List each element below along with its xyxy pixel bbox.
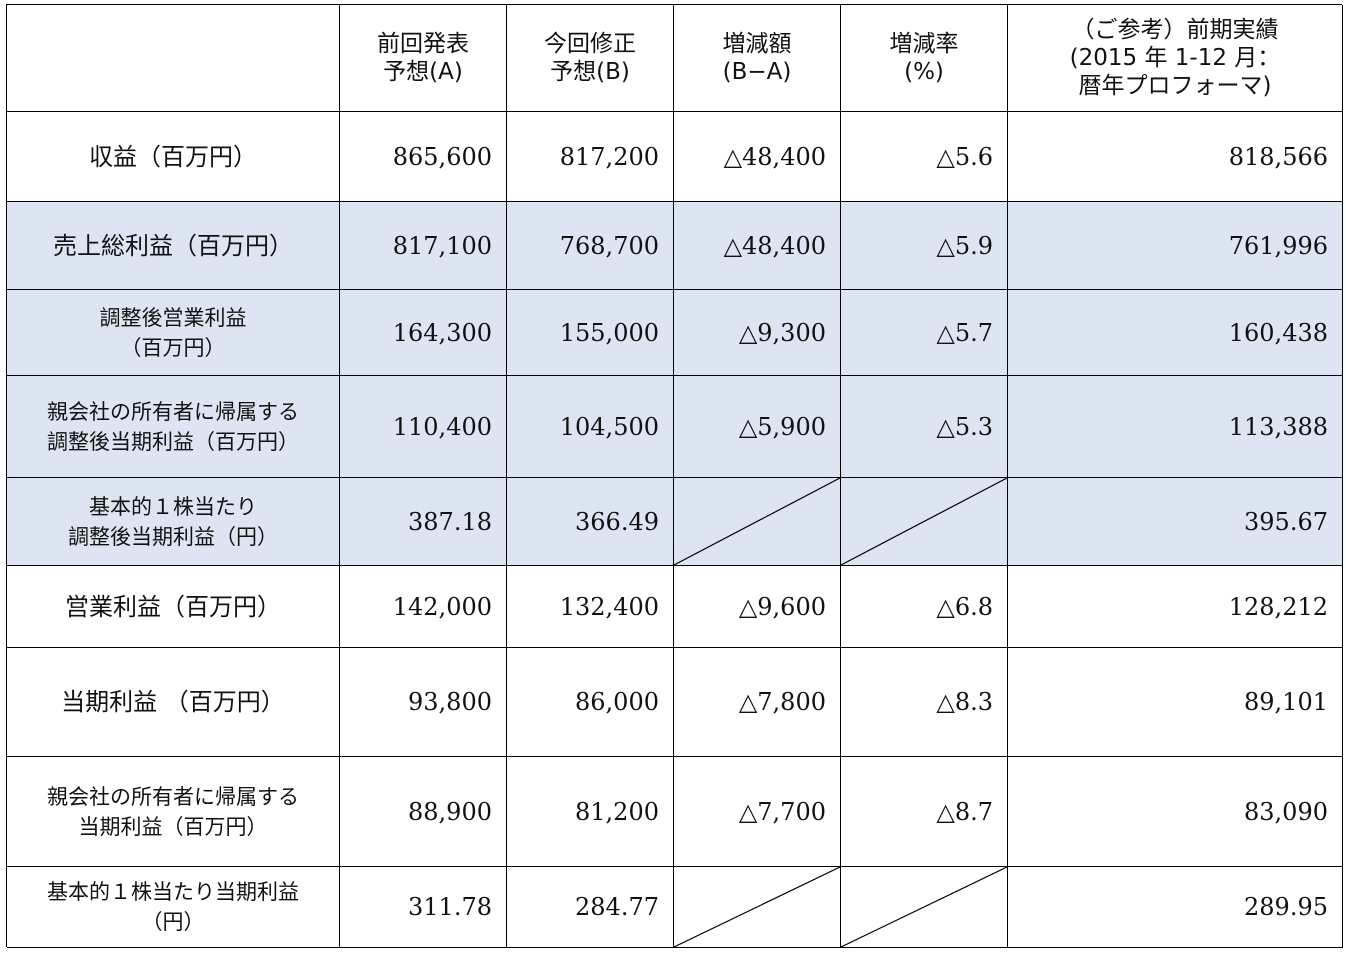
cell-revised: 366.49 <box>507 478 674 566</box>
cell-revised: 284.77 <box>507 867 674 948</box>
cell-revised: 132,400 <box>507 566 674 648</box>
cell-previous: 387.18 <box>340 478 507 566</box>
cell-rate: △5.6 <box>841 112 1008 202</box>
cell-prior: 128,212 <box>1008 566 1343 648</box>
cell-rate: △5.7 <box>841 290 1008 376</box>
cell-diff: △9,300 <box>674 290 841 376</box>
cell-diff: △7,700 <box>674 757 841 867</box>
header-previous-forecast: 前回発表 予想(A) <box>340 5 507 112</box>
cell-previous: 164,300 <box>340 290 507 376</box>
cell-revised: 768,700 <box>507 202 674 290</box>
cell-rate: △5.3 <box>841 376 1008 478</box>
cell-rate: △5.9 <box>841 202 1008 290</box>
diagonal-slash <box>674 867 840 947</box>
cell-prior: 289.95 <box>1008 867 1343 948</box>
cell-revised: 155,000 <box>507 290 674 376</box>
cell-rate: △8.3 <box>841 648 1008 757</box>
cell-rate-not-applicable <box>841 478 1008 566</box>
forecast-revision-table: 前回発表 予想(A) 今回修正 予想(B) 増減額 (B−A) 増減率 (%) … <box>6 4 1343 948</box>
cell-prior: 395.67 <box>1008 478 1343 566</box>
cell-prior: 160,438 <box>1008 290 1343 376</box>
cell-previous: 865,600 <box>340 112 507 202</box>
cell-diff: △7,800 <box>674 648 841 757</box>
cell-diff-not-applicable <box>674 478 841 566</box>
diagonal-slash <box>674 478 840 565</box>
cell-diff: △48,400 <box>674 202 841 290</box>
header-prior-year-actual: （ご参考）前期実績 (2015 年 1-12 月： 暦年プロフォーマ) <box>1008 5 1343 112</box>
cell-previous: 817,100 <box>340 202 507 290</box>
cell-previous: 88,900 <box>340 757 507 867</box>
header-change-amount: 増減額 (B−A) <box>674 5 841 112</box>
row-label-gross-profit: 売上総利益（百万円） <box>7 202 340 290</box>
cell-rate: △6.8 <box>841 566 1008 648</box>
cell-previous: 142,000 <box>340 566 507 648</box>
cell-prior: 761,996 <box>1008 202 1343 290</box>
cell-diff: △9,600 <box>674 566 841 648</box>
cell-revised: 86,000 <box>507 648 674 757</box>
cell-prior: 89,101 <box>1008 648 1343 757</box>
row-label-adjusted-eps: 基本的１株当たり 調整後当期利益（円） <box>7 478 340 566</box>
cell-diff: △5,900 <box>674 376 841 478</box>
cell-prior: 113,388 <box>1008 376 1343 478</box>
header-revised-forecast: 今回修正 予想(B) <box>507 5 674 112</box>
cell-rate: △8.7 <box>841 757 1008 867</box>
row-label-adjusted-operating-income: 調整後営業利益 （百万円） <box>7 290 340 376</box>
cell-diff: △48,400 <box>674 112 841 202</box>
row-label-operating-income: 営業利益（百万円） <box>7 566 340 648</box>
cell-revised: 81,200 <box>507 757 674 867</box>
header-change-rate: 増減率 (%) <box>841 5 1008 112</box>
cell-previous: 311.78 <box>340 867 507 948</box>
cell-rate-not-applicable <box>841 867 1008 948</box>
cell-revised: 817,200 <box>507 112 674 202</box>
diagonal-slash <box>841 867 1007 947</box>
row-label-eps: 基本的１株当たり当期利益 （円） <box>7 867 340 948</box>
row-label-net-income: 当期利益 （百万円） <box>7 648 340 757</box>
cell-diff-not-applicable <box>674 867 841 948</box>
cell-prior: 83,090 <box>1008 757 1343 867</box>
cell-previous: 110,400 <box>340 376 507 478</box>
cell-prior: 818,566 <box>1008 112 1343 202</box>
row-label-revenue: 収益（百万円） <box>7 112 340 202</box>
cell-previous: 93,800 <box>340 648 507 757</box>
cell-revised: 104,500 <box>507 376 674 478</box>
header-empty-cell <box>7 5 340 112</box>
diagonal-slash <box>841 478 1007 565</box>
row-label-net-income-owners: 親会社の所有者に帰属する 当期利益（百万円） <box>7 757 340 867</box>
row-label-adjusted-net-income-owners: 親会社の所有者に帰属する 調整後当期利益（百万円） <box>7 376 340 478</box>
